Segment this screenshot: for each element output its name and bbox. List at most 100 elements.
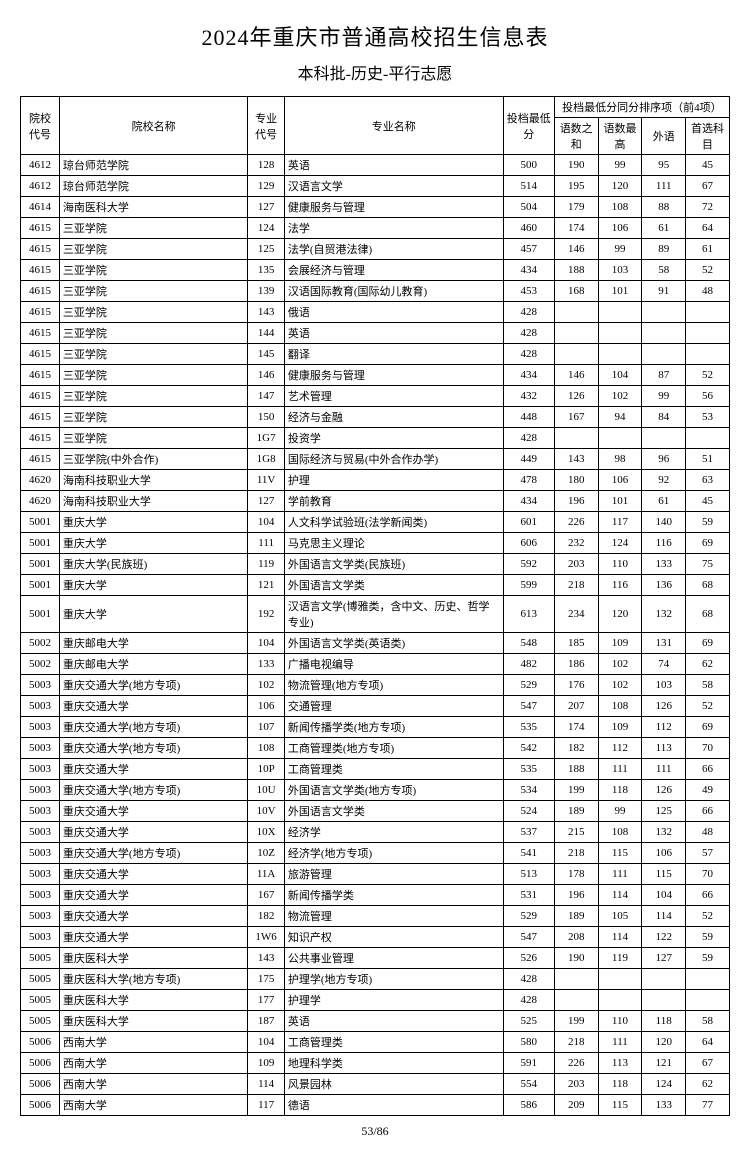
cell-major-code: 119 (248, 554, 284, 575)
cell-school-name: 重庆医科大学(地方专项) (59, 969, 247, 990)
cell-school-name: 重庆交通大学 (59, 906, 247, 927)
table-row: 4620海南科技职业大学11V护理4781801069263 (21, 470, 730, 491)
cell-sub3: 140 (642, 512, 686, 533)
cell-major-name: 外国语言文学类(地方专项) (284, 780, 503, 801)
cell-sub4: 61 (686, 239, 730, 260)
cell-major-name: 工商管理类(地方专项) (284, 738, 503, 759)
cell-school-code: 4615 (21, 323, 60, 344)
cell-min-score: 428 (503, 428, 554, 449)
cell-sub2: 102 (598, 654, 642, 675)
cell-sub2: 102 (598, 386, 642, 407)
cell-school-code: 5006 (21, 1032, 60, 1053)
cell-sub3: 127 (642, 948, 686, 969)
cell-sub2: 115 (598, 843, 642, 864)
cell-sub3: 125 (642, 801, 686, 822)
cell-major-code: 1G8 (248, 449, 284, 470)
table-row: 5005重庆医科大学187英语52519911011858 (21, 1011, 730, 1032)
cell-sub3: 132 (642, 596, 686, 633)
cell-min-score: 448 (503, 407, 554, 428)
cell-sub2: 112 (598, 738, 642, 759)
table-row: 4615三亚学院150经济与金融448167948453 (21, 407, 730, 428)
cell-sub1: 234 (554, 596, 598, 633)
table-row: 5003重庆交通大学11A旅游管理51317811111570 (21, 864, 730, 885)
cell-major-code: 143 (248, 302, 284, 323)
cell-sub4: 59 (686, 927, 730, 948)
cell-major-name: 汉语言文学(博雅类，含中文、历史、哲学专业) (284, 596, 503, 633)
cell-sub2: 101 (598, 491, 642, 512)
cell-major-name: 俄语 (284, 302, 503, 323)
table-row: 5003重庆交通大学10P工商管理类53518811111166 (21, 759, 730, 780)
cell-sub1: 182 (554, 738, 598, 759)
cell-major-name: 投资学 (284, 428, 503, 449)
th-major-name: 专业名称 (284, 97, 503, 155)
cell-min-score: 554 (503, 1074, 554, 1095)
cell-sub4: 67 (686, 1053, 730, 1074)
cell-sub3: 58 (642, 260, 686, 281)
cell-sub3: 96 (642, 449, 686, 470)
cell-sub4: 66 (686, 801, 730, 822)
cell-min-score: 547 (503, 927, 554, 948)
cell-min-score: 500 (503, 155, 554, 176)
cell-school-code: 5001 (21, 575, 60, 596)
cell-school-name: 三亚学院 (59, 365, 247, 386)
table-row: 5003重庆交通大学(地方专项)102物流管理(地方专项)52917610210… (21, 675, 730, 696)
cell-sub4 (686, 428, 730, 449)
cell-school-name: 三亚学院 (59, 260, 247, 281)
cell-sub3: 124 (642, 1074, 686, 1095)
table-row: 5001重庆大学111马克思主义理论60623212411669 (21, 533, 730, 554)
cell-major-name: 护理 (284, 470, 503, 491)
cell-sub2: 104 (598, 365, 642, 386)
cell-sub1: 180 (554, 470, 598, 491)
table-row: 5006西南大学104工商管理类58021811112064 (21, 1032, 730, 1053)
cell-sub2 (598, 969, 642, 990)
cell-major-code: 10U (248, 780, 284, 801)
cell-sub1 (554, 969, 598, 990)
cell-major-name: 英语 (284, 155, 503, 176)
cell-min-score: 547 (503, 696, 554, 717)
cell-sub3: 74 (642, 654, 686, 675)
cell-school-name: 三亚学院 (59, 428, 247, 449)
cell-school-name: 重庆交通大学 (59, 885, 247, 906)
cell-sub3 (642, 969, 686, 990)
table-row: 4612琼台师范学院128英语500190999545 (21, 155, 730, 176)
table-row: 5001重庆大学192汉语言文学(博雅类，含中文、历史、哲学专业)6132341… (21, 596, 730, 633)
cell-school-name: 琼台师范学院 (59, 176, 247, 197)
cell-min-score: 531 (503, 885, 554, 906)
cell-sub1: 176 (554, 675, 598, 696)
cell-min-score: 525 (503, 1011, 554, 1032)
cell-sub1: 188 (554, 759, 598, 780)
cell-sub2: 118 (598, 1074, 642, 1095)
cell-school-code: 4612 (21, 176, 60, 197)
cell-major-name: 国际经济与贸易(中外合作办学) (284, 449, 503, 470)
cell-sub3 (642, 323, 686, 344)
cell-major-name: 护理学 (284, 990, 503, 1011)
cell-sub1: 196 (554, 491, 598, 512)
cell-sub4 (686, 990, 730, 1011)
cell-sub4 (686, 344, 730, 365)
cell-sub4: 62 (686, 654, 730, 675)
table-row: 5002重庆邮电大学133广播电视编导4821861027462 (21, 654, 730, 675)
page-title: 2024年重庆市普通高校招生信息表 (20, 20, 730, 52)
cell-school-code: 5003 (21, 927, 60, 948)
cell-sub2 (598, 302, 642, 323)
cell-school-name: 西南大学 (59, 1053, 247, 1074)
table-row: 5003重庆交通大学(地方专项)10Z经济学(地方专项)541218115106… (21, 843, 730, 864)
table-row: 4615三亚学院144英语428 (21, 323, 730, 344)
cell-min-score: 428 (503, 344, 554, 365)
cell-sub2: 117 (598, 512, 642, 533)
cell-school-name: 重庆交通大学(地方专项) (59, 717, 247, 738)
table-row: 5006西南大学114风景园林55420311812462 (21, 1074, 730, 1095)
cell-sub1: 203 (554, 554, 598, 575)
cell-sub2: 124 (598, 533, 642, 554)
cell-sub1: 190 (554, 948, 598, 969)
cell-min-score: 434 (503, 260, 554, 281)
cell-sub4: 70 (686, 864, 730, 885)
cell-min-score: 434 (503, 491, 554, 512)
cell-min-score: 524 (503, 801, 554, 822)
cell-min-score: 541 (503, 843, 554, 864)
cell-sub2 (598, 990, 642, 1011)
cell-sub1: 167 (554, 407, 598, 428)
cell-sub1: 215 (554, 822, 598, 843)
cell-sub3: 87 (642, 365, 686, 386)
cell-sub1: 174 (554, 218, 598, 239)
